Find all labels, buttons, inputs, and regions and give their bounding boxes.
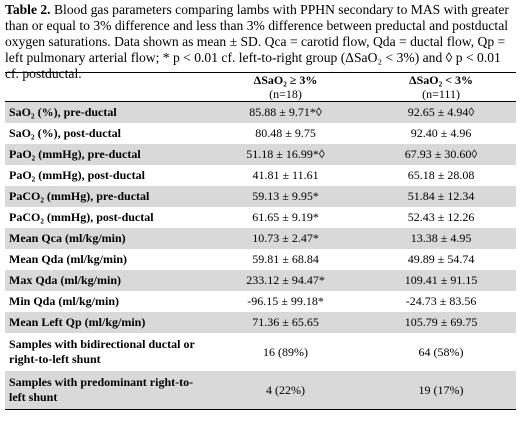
table-row: Mean Qca (ml/kg/min) 10.73 ± 2.47* 13.38 ±… <box>5 228 516 249</box>
value-high-delta: 4 (22%) <box>205 371 367 410</box>
value-low-delta: 49.89 ± 54.74 <box>407 252 475 266</box>
value-high-delta: 59.13 ± 9.95* <box>205 186 367 207</box>
blood-gas-table: ΔSaO₂ ≥ 3% (n=18) ΔSaO₂ < 3% (n=111) SaO₂ … <box>5 72 516 410</box>
value-low-delta: 105.79 ± 69.75 <box>366 312 516 333</box>
value-high-delta: 16 (89%) <box>263 344 309 359</box>
table-row: SaO₂ (%), pre-ductal 85.88 ± 9.71*◊ 92.65 … <box>5 101 516 123</box>
value-low-delta: 13.38 ± 4.95 <box>366 228 516 249</box>
value-low-delta: 92.40 ± 4.96 <box>410 126 472 140</box>
row-label: Mean Qca (ml/kg/min) <box>5 228 205 249</box>
table-row: Mean Left Qp (ml/kg/min) 71.36 ± 65.65 105… <box>5 312 516 333</box>
row-label: Max Qda (ml/kg/min) <box>5 270 205 291</box>
table-row: Samples with predominant right-to-left s… <box>5 371 516 410</box>
header-low-delta: ΔSaO₂ < 3% (n=111) <box>366 73 516 102</box>
value-high-delta: -96.15 ± 99.18* <box>247 294 324 308</box>
value-high-delta: 10.73 ± 2.47* <box>205 228 367 249</box>
value-high-delta: 85.88 ± 9.71*◊ <box>205 101 367 123</box>
table-caption: Table 2. Blood gas parameters comparing … <box>5 2 517 82</box>
header-high-delta-n: (n=18) <box>269 87 302 101</box>
value-high-delta: 59.81 ± 68.84 <box>252 252 319 266</box>
row-label: Samples with predominant right-to-left s… <box>5 371 205 410</box>
row-label: SaO₂ (%), post-ductal <box>9 126 121 140</box>
row-label: PaO₂ (mmHg), post-ductal <box>9 168 145 182</box>
row-label: PaCO₂ (mmHg), pre-ductal <box>5 186 205 207</box>
caption-text: Blood gas parameters comparing lambs wit… <box>5 2 509 81</box>
value-low-delta: 92.65 ± 4.94◊ <box>366 101 516 123</box>
table-row: Samples with bidirectional ductal or rig… <box>5 333 516 371</box>
table-row: PaO₂ (mmHg), pre-ductal 51.18 ± 16.99*◊ 67… <box>5 144 516 165</box>
value-high-delta: 80.48 ± 9.75 <box>255 126 316 140</box>
header-blank <box>5 73 205 102</box>
table-row: SaO₂ (%), post-ductal 80.48 ± 9.75 92.40 ±… <box>5 123 516 144</box>
caption-label: Table 2. <box>5 2 51 17</box>
header-high-delta-label: ΔSaO₂ ≥ 3% <box>253 73 318 87</box>
value-low-delta: 19 (17%) <box>366 371 516 410</box>
value-high-delta: 61.65 ± 9.19* <box>252 210 319 224</box>
value-high-delta: 41.81 ± 11.61 <box>252 168 319 182</box>
row-label: PaCO₂ (mmHg), post-ductal <box>9 210 154 224</box>
row-label: Mean Left Qp (ml/kg/min) <box>5 312 205 333</box>
value-high-delta: 51.18 ± 16.99*◊ <box>205 144 367 165</box>
header-low-delta-label: ΔSaO₂ < 3% <box>409 73 474 87</box>
table-row: Mean Qda (ml/kg/min) 59.81 ± 68.84 49.89 ±… <box>5 249 516 270</box>
header-high-delta: ΔSaO₂ ≥ 3% (n=18) <box>205 73 366 102</box>
value-high-delta: 233.12 ± 94.47* <box>205 270 367 291</box>
value-low-delta: 51.84 ± 12.34 <box>366 186 516 207</box>
table-row: Min Qda (ml/kg/min) -96.15 ± 99.18* -24.73… <box>5 291 516 312</box>
value-low-delta: 67.93 ± 30.60◊ <box>366 144 516 165</box>
value-low-delta: 109.41 ± 91.15 <box>366 270 516 291</box>
table-body: SaO₂ (%), pre-ductal 85.88 ± 9.71*◊ 92.65 … <box>5 101 516 410</box>
table-row: PaO₂ (mmHg), post-ductal 41.81 ± 11.61 65.… <box>5 165 516 186</box>
value-high-delta: 71.36 ± 65.65 <box>205 312 367 333</box>
row-label: PaO₂ (mmHg), pre-ductal <box>5 144 205 165</box>
header-low-delta-n: (n=111) <box>422 87 460 101</box>
table-row: Max Qda (ml/kg/min) 233.12 ± 94.47* 109.41… <box>5 270 516 291</box>
row-label: SaO₂ (%), pre-ductal <box>5 101 205 123</box>
table-row: PaCO₂ (mmHg), post-ductal 61.65 ± 9.19* 52… <box>5 207 516 228</box>
value-low-delta: 64 (58%) <box>418 344 464 359</box>
value-low-delta: -24.73 ± 83.56 <box>405 294 477 308</box>
table-row: PaCO₂ (mmHg), pre-ductal 59.13 ± 9.95* 51.… <box>5 186 516 207</box>
value-low-delta: 52.43 ± 12.26 <box>407 210 475 224</box>
value-low-delta: 65.18 ± 28.08 <box>407 168 475 182</box>
table-header-row: ΔSaO₂ ≥ 3% (n=18) ΔSaO₂ < 3% (n=111) <box>5 72 516 102</box>
row-label: Mean Qda (ml/kg/min) <box>9 252 128 266</box>
row-label: Min Qda (ml/kg/min) <box>9 294 120 308</box>
row-label: Samples with bidirectional ductal or rig… <box>9 337 195 366</box>
